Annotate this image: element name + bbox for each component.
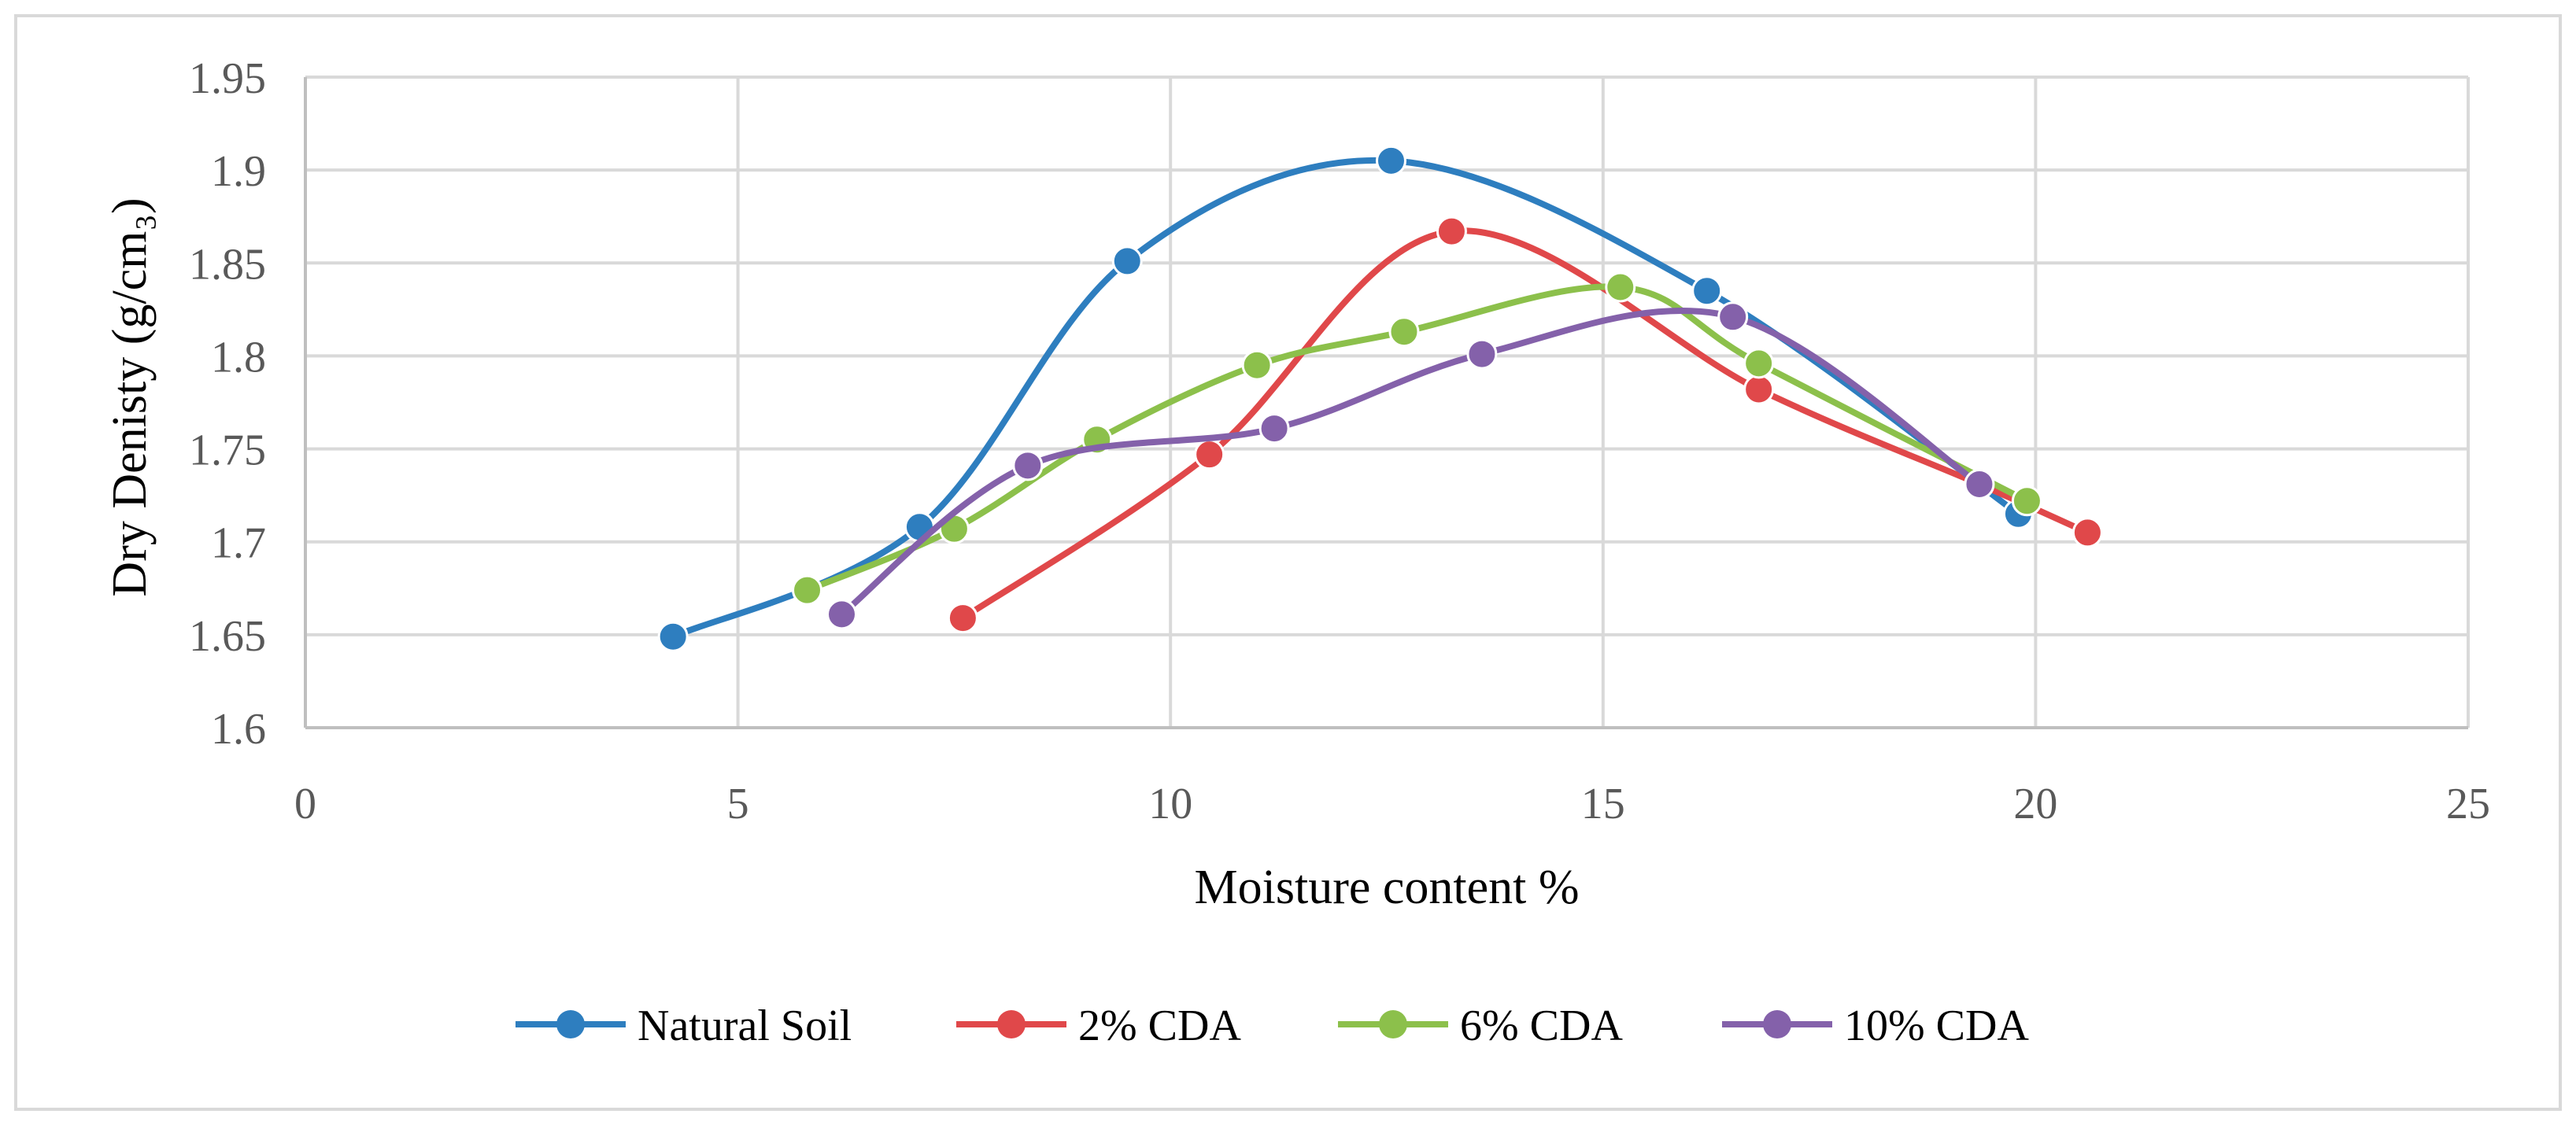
data-point-natural-soil bbox=[1375, 145, 1406, 176]
data-point-6pct-cda bbox=[1388, 316, 1420, 348]
series-line-2pct-cda bbox=[959, 227, 2091, 622]
legend-item-10pct-cda: 10% CDA bbox=[1722, 1001, 2029, 1050]
y-tick-label: 1.95 bbox=[189, 54, 266, 103]
data-point-10pct-cda bbox=[1964, 468, 1995, 500]
data-point-2pct-cda bbox=[1743, 374, 1775, 405]
legend-label-6pct-cda: 6% CDA bbox=[1460, 1001, 1623, 1050]
data-point-10pct-cda bbox=[1258, 413, 1290, 444]
series-6pct-cda bbox=[792, 271, 2042, 606]
data-point-2pct-cda bbox=[1436, 216, 1467, 247]
data-point-6pct-cda bbox=[2011, 485, 2042, 517]
series-10pct-cda bbox=[826, 301, 1995, 630]
legend-marker-natural-soil bbox=[556, 1010, 585, 1038]
data-point-10pct-cda bbox=[1717, 301, 1749, 333]
data-point-6pct-cda bbox=[792, 574, 823, 606]
series-lines bbox=[657, 145, 2103, 652]
tick-labels: 1.6 1.65 1.7 1.75 1.8 1.85 1.9 1.95 0 5 10 15 20 25 bbox=[189, 54, 2490, 828]
series-line-10pct-cda bbox=[838, 307, 1983, 618]
data-point-10pct-cda bbox=[1466, 338, 1498, 370]
data-point-6pct-cda bbox=[1605, 271, 1636, 303]
data-point-10pct-cda bbox=[826, 599, 858, 630]
data-point-2pct-cda bbox=[1194, 439, 1225, 470]
data-point-natural-soil bbox=[1691, 275, 1723, 307]
legend-item-natural-soil: Natural Soil bbox=[516, 1001, 852, 1050]
data-point-natural-soil bbox=[657, 621, 689, 652]
data-point-6pct-cda bbox=[1743, 348, 1775, 379]
x-axis-title: Moisture content % bbox=[1194, 861, 1579, 914]
legend-item-6pct-cda: 6% CDA bbox=[1338, 1001, 1623, 1050]
legend-label-natural-soil: Natural Soil bbox=[638, 1001, 852, 1050]
axes bbox=[304, 77, 2468, 729]
y-tick-label: 1.75 bbox=[189, 426, 266, 475]
y-tick-label: 1.9 bbox=[211, 147, 266, 196]
data-point-6pct-cda bbox=[1241, 349, 1273, 381]
legend-label-2pct-cda: 2% CDA bbox=[1078, 1001, 1241, 1050]
x-tick-label: 20 bbox=[2013, 780, 2057, 828]
y-axis-title: Dry Denisty (g/cm₃) bbox=[103, 197, 157, 596]
x-tick-label: 25 bbox=[2446, 780, 2490, 828]
data-point-2pct-cda bbox=[947, 603, 978, 634]
data-point-natural-soil bbox=[1111, 245, 1143, 277]
x-tick-label: 5 bbox=[727, 780, 749, 828]
y-tick-label: 1.8 bbox=[211, 333, 266, 382]
y-tick-label: 1.7 bbox=[211, 519, 266, 568]
legend-marker-2pct-cda bbox=[997, 1010, 1026, 1038]
legend-item-2pct-cda: 2% CDA bbox=[956, 1001, 1241, 1050]
chart-frame bbox=[14, 14, 2562, 1111]
y-tick-label: 1.6 bbox=[211, 705, 266, 754]
legend: Natural Soil 2% CDA 6% CDA 10% CDA bbox=[516, 1001, 2029, 1050]
y-tick-label: 1.65 bbox=[189, 612, 266, 661]
y-tick-label: 1.85 bbox=[189, 240, 266, 289]
x-tick-label: 0 bbox=[294, 780, 316, 828]
data-point-2pct-cda bbox=[2072, 517, 2103, 548]
x-tick-label: 10 bbox=[1148, 780, 1192, 828]
legend-marker-10pct-cda bbox=[1763, 1010, 1791, 1038]
data-point-10pct-cda bbox=[1012, 450, 1044, 481]
legend-label-10pct-cda: 10% CDA bbox=[1844, 1001, 2029, 1050]
x-tick-label: 15 bbox=[1581, 780, 1625, 828]
legend-marker-6pct-cda bbox=[1379, 1010, 1407, 1038]
